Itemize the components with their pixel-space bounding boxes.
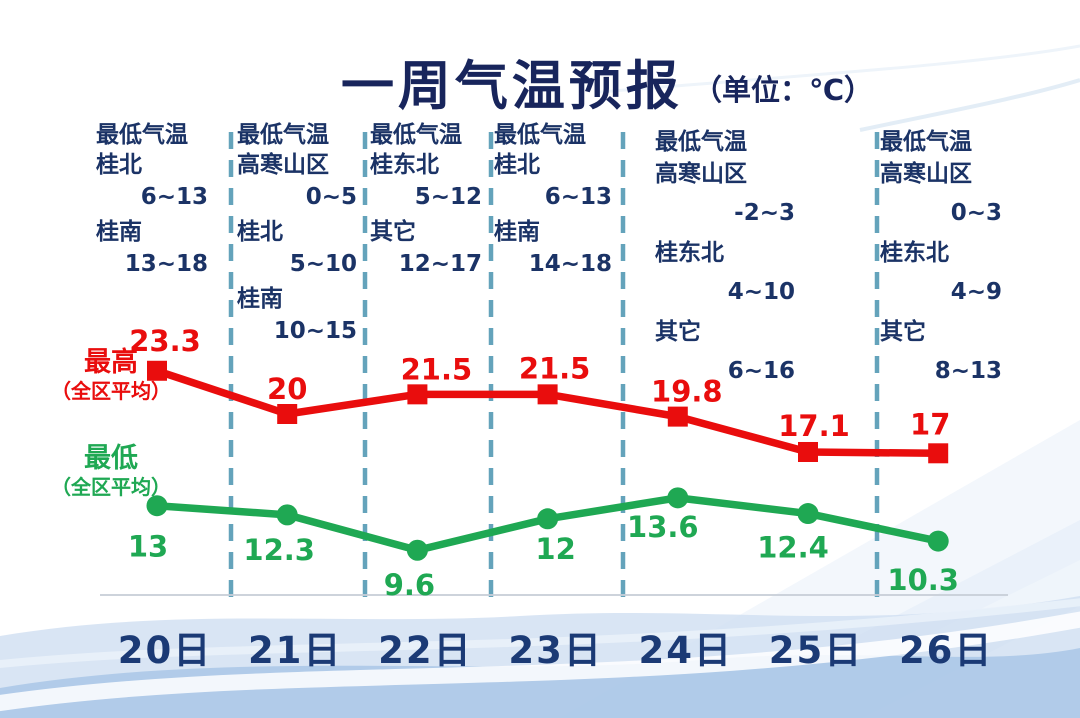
annotation-column: 最低气温桂北 6~13 桂南 14~18 [494,120,612,284]
annotation-region-label: 桂北 [237,219,283,245]
min-value-label: 10.3 [887,563,959,597]
annotation-temp-range: 8~13 [934,358,1002,384]
annotation-column: 最低气温桂北 6~13 桂南 13~18 [96,120,208,284]
annotation-column: 最低气温高寒山区 0~3 桂东北 4~9 其它 8~13 [880,126,1002,395]
legend-min-title: 最低 [84,443,138,474]
legend-max-title: 最高 [84,347,138,378]
legend-max-subtitle: （全区平均） [51,379,171,403]
annotation-region-label: 桂南 [96,219,142,245]
max-value-label: 17.1 [778,409,850,443]
annotation-temp-range: 6~13 [544,184,612,210]
title-unit: （单位：℃） [692,73,874,107]
min-value-label: 9.6 [384,568,435,602]
max-series-point [407,384,428,405]
min-value-label: 13.6 [627,510,699,544]
day-axis-label: 24日 [638,629,734,672]
annotation-region-label: 最低气温 [96,122,188,148]
day-axis-label: 26日 [898,629,994,672]
min-value-label: 13 [128,530,168,564]
min-series-point [276,504,298,526]
title-text: 一周气温预报 [340,56,683,117]
annotation-region-label: 桂北 [96,152,142,178]
annotation-temp-range: 0~5 [305,184,357,210]
min-series-point [146,495,168,517]
annotation-region-label: 桂南 [494,219,540,245]
max-series-point [798,441,818,462]
annotation-column: 最低气温桂东北 5~12 其它 12~17 [370,120,482,284]
annotation-region-label: 其它 [655,319,701,345]
min-series-point [537,508,559,530]
annotation-region-label: 最低气温 [494,122,586,148]
legend-min-subtitle: （全区平均） [51,475,171,499]
annotation-region-label: 桂南 [237,286,283,312]
annotation-region-label: 桂东北 [655,240,724,266]
annotation-temp-range: 14~18 [528,251,612,277]
annotation-temp-range: 12~17 [398,251,482,277]
annotation-temp-range: 4~10 [727,279,795,305]
max-value-label: 20 [267,372,307,406]
page-title: 一周气温预报 （单位：℃） [134,44,1080,120]
min-series-point [667,487,689,509]
max-value-label: 17 [910,407,950,441]
annotation-region-label: 其它 [880,319,926,345]
annotation-temp-range: 10~15 [273,318,357,344]
annotation-temp-range: 6~13 [140,184,208,210]
annotation-region-label: 桂北 [494,152,540,178]
day-axis-label: 20日 [117,629,213,672]
annotation-region-label: 最低气温 [237,122,329,148]
day-axis-label: 22日 [378,629,473,672]
annotation-temp-range: -2~3 [734,200,795,226]
annotation-region-label: 最低气温 [880,129,972,155]
max-series-point [667,406,688,427]
annotation-column: 最低气温高寒山区 0~5 桂北 5~10 桂南 10~15 [237,120,357,351]
annotation-temp-range: 6~16 [727,358,795,384]
max-series-point [537,384,558,405]
annotation-region-label: 桂东北 [370,152,439,178]
annotation-region-label: 最低气温 [370,122,462,148]
annotation-region-label: 桂东北 [880,240,949,266]
annotation-region-label: 高寒山区 [655,161,747,187]
min-series-point [406,539,428,561]
day-axis-label: 25日 [768,629,864,672]
min-value-label: 12 [535,532,575,566]
legend-min: 最低 （全区平均） [26,444,196,500]
annotation-column: 最低气温高寒山区 -2~3 桂东北 4~10 其它 6~16 [655,126,795,395]
legend-max: 最高 （全区平均） [26,348,196,404]
max-value-label: 21.5 [401,352,473,386]
min-series-point [797,503,819,525]
day-axis-label: 21日 [247,629,343,672]
annotation-temp-range: 0~3 [950,200,1002,226]
max-value-label: 23.3 [129,324,201,358]
max-value-label: 21.5 [519,351,591,385]
max-series-point [147,360,167,381]
max-value-label: 19.8 [651,375,723,409]
annotation-temp-range: 5~10 [289,251,357,277]
min-value-label: 12.4 [757,531,829,565]
annotation-region-label: 最低气温 [655,129,747,155]
max-series-point [928,443,949,464]
min-value-label: 12.3 [243,533,315,567]
annotation-region-label: 其它 [370,219,416,245]
annotation-region-label: 高寒山区 [237,152,329,178]
day-axis-label: 23日 [508,629,603,672]
annotation-temp-range: 13~18 [124,251,208,277]
max-series-point [277,404,298,424]
min-series-point [927,530,949,552]
annotation-temp-range: 4~9 [950,279,1002,305]
annotation-region-label: 高寒山区 [880,161,972,187]
annotation-temp-range: 5~12 [414,184,482,210]
